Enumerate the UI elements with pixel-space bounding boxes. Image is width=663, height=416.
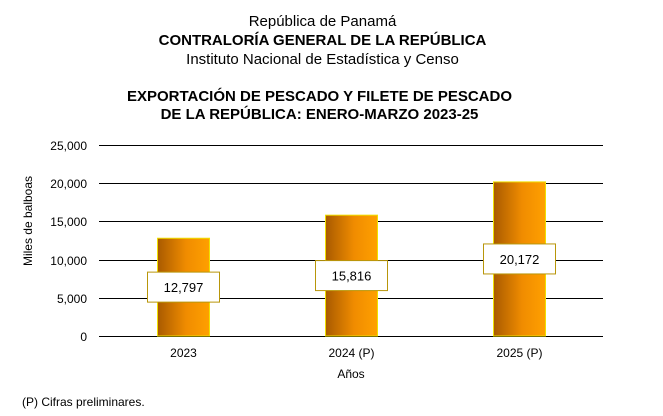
header-institution: CONTRALORÍA GENERAL DE LA REPÚBLICA — [158, 32, 487, 49]
data-label-box — [147, 271, 220, 303]
y-axis-ticks: 0 5,000 10,000 15,000 20,000 25,000 — [50, 139, 87, 344]
header-institute: Instituto Nacional de Estadística y Cens… — [186, 51, 459, 68]
x-tick-label: 2023 — [170, 346, 197, 360]
y-axis-label: Miles de balboas — [21, 176, 35, 266]
chart-title-line2: DE LA REPÚBLICA: ENERO-MARZO 2023-25 — [160, 106, 479, 123]
data-label: 20,172 — [500, 252, 540, 267]
chart-title-line1: EXPORTACIÓN DE PESCADO Y FILETE DE PESCA… — [126, 88, 513, 105]
y-tick-label: 20,000 — [50, 177, 87, 191]
data-label-box — [315, 260, 388, 292]
y-tick-label: 0 — [80, 330, 87, 344]
x-axis-label: Años — [337, 367, 364, 381]
y-tick-label: 10,000 — [50, 254, 87, 268]
footnote: (P) Cifras preliminares. — [22, 395, 145, 409]
data-label-box — [483, 243, 556, 275]
header-country: República de Panamá — [248, 13, 397, 30]
y-tick-label: 5,000 — [57, 292, 87, 306]
x-axis-ticks: 2023 2024 (P) 2025 (P) — [170, 346, 542, 360]
x-tick-label: 2025 (P) — [496, 346, 542, 360]
y-tick-label: 25,000 — [50, 139, 87, 153]
data-label: 15,816 — [332, 269, 372, 284]
x-tick-label: 2024 (P) — [328, 346, 374, 360]
data-label: 12,797 — [164, 280, 204, 295]
y-tick-label: 15,000 — [50, 215, 87, 229]
data-labels: 12,797 15,816 20,172 — [147, 243, 556, 303]
